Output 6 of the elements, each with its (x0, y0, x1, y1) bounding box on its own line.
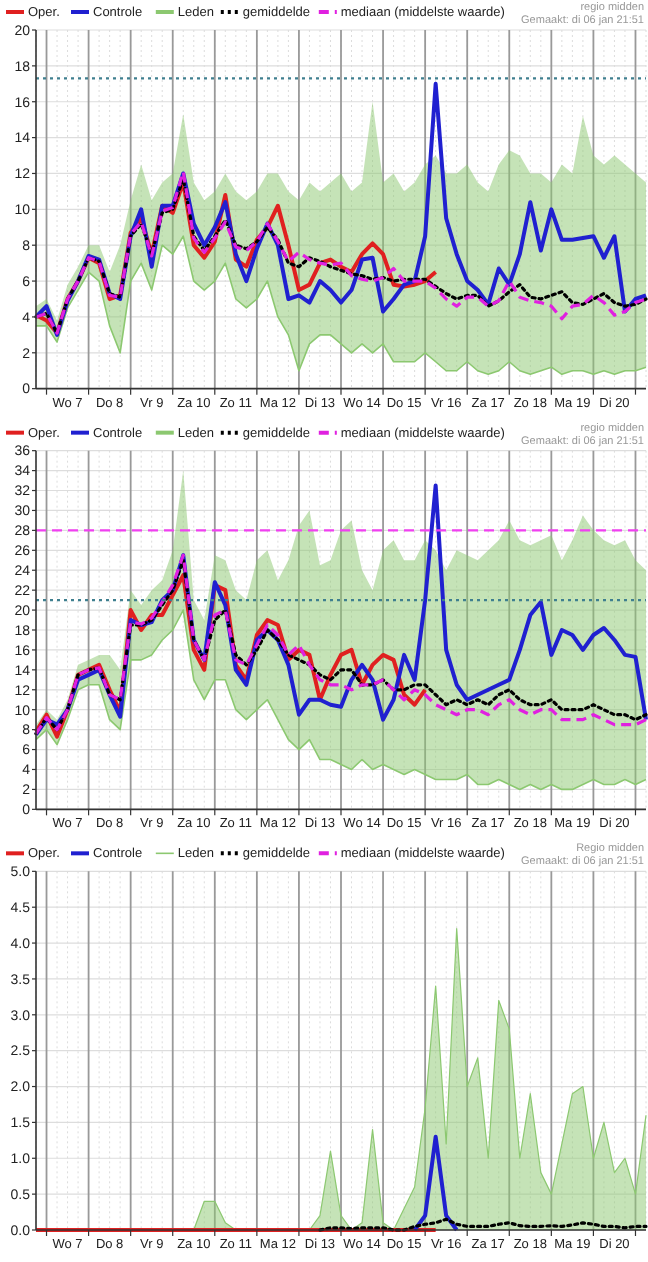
line-series (35, 235, 647, 376)
line-series (34, 180, 438, 336)
line-series (34, 483, 648, 737)
line-series (35, 609, 647, 791)
line-series (34, 573, 428, 739)
line-series (34, 81, 648, 337)
